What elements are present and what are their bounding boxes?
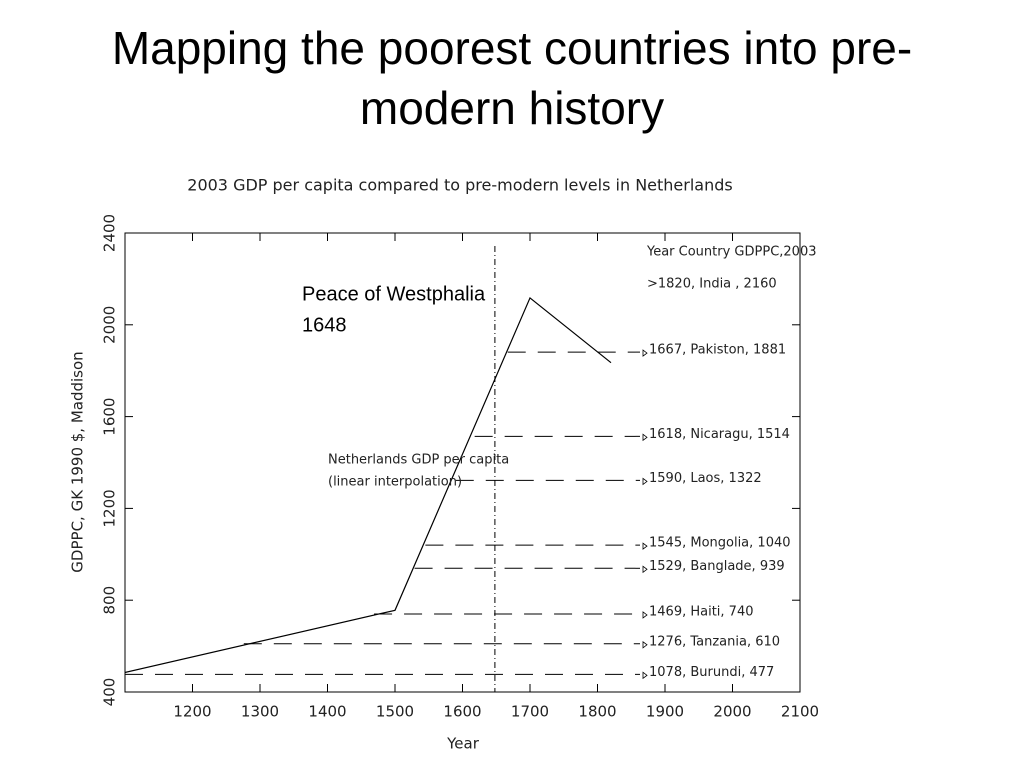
- reference-marker: [642, 565, 648, 574]
- reference-label: 1590, Laos, 1322: [649, 471, 762, 486]
- slide-title: Mapping the poorest countries into pre-m…: [111, 22, 913, 134]
- y-tick-label: 800: [101, 586, 119, 615]
- event-name: Peace of Westphalia: [302, 283, 486, 305]
- x-tick-label: 1800: [578, 703, 616, 721]
- reference-label: 1545, Mongolia, 1040: [649, 536, 791, 551]
- reference-label: 1469, Haiti, 740: [649, 604, 754, 619]
- reference-label: 1529, Banglade, 939: [649, 559, 785, 574]
- reference-marker: [642, 671, 648, 680]
- reference-marker: [642, 542, 648, 550]
- reference-label: 1667, Pakiston, 1881: [649, 343, 786, 358]
- x-tick-label: 1300: [241, 703, 279, 721]
- x-tick-label: 1500: [376, 703, 414, 721]
- reference-label: 1276, Tanzania, 610: [649, 634, 780, 649]
- x-tick-label: 1700: [511, 703, 549, 721]
- reference-marker: [642, 477, 648, 486]
- legend-header: Year Country GDPPC,2003: [646, 245, 817, 260]
- reference-label: 1618, Nicaragu, 1514: [649, 427, 790, 442]
- legend-extra: >1820, India , 2160: [647, 277, 777, 292]
- x-tick-label: 2100: [781, 703, 819, 721]
- y-tick-label: 1600: [101, 398, 119, 436]
- x-tick-label: 1900: [646, 703, 684, 721]
- y-tick-label: 400: [101, 678, 119, 707]
- reference-marker: [642, 433, 648, 442]
- x-axis-label: Year: [446, 735, 480, 753]
- chart-title: 2003 GDP per capita compared to pre-mode…: [187, 176, 732, 195]
- event-year: 1648: [302, 314, 347, 336]
- series-line: [124, 296, 612, 674]
- reference-marker: [642, 611, 648, 619]
- x-tick-label: 1600: [443, 703, 481, 721]
- x-tick-label: 1400: [308, 703, 346, 721]
- y-axis-label: GDPPC, GK 1990 $, Maddison: [69, 351, 87, 572]
- reference-marker: [642, 641, 648, 649]
- x-tick-label: 2000: [713, 703, 751, 721]
- reference-label: 1078, Burundi, 477: [649, 665, 774, 680]
- series-note: (linear interpolation): [328, 475, 462, 490]
- series-name: Netherlands GDP per capita: [328, 453, 509, 468]
- x-tick-label: 1200: [173, 703, 211, 721]
- y-tick-label: 2000: [101, 306, 119, 344]
- y-tick-label: 1200: [101, 489, 119, 527]
- y-tick-label: 2400: [101, 214, 119, 252]
- reference-marker: [642, 349, 648, 357]
